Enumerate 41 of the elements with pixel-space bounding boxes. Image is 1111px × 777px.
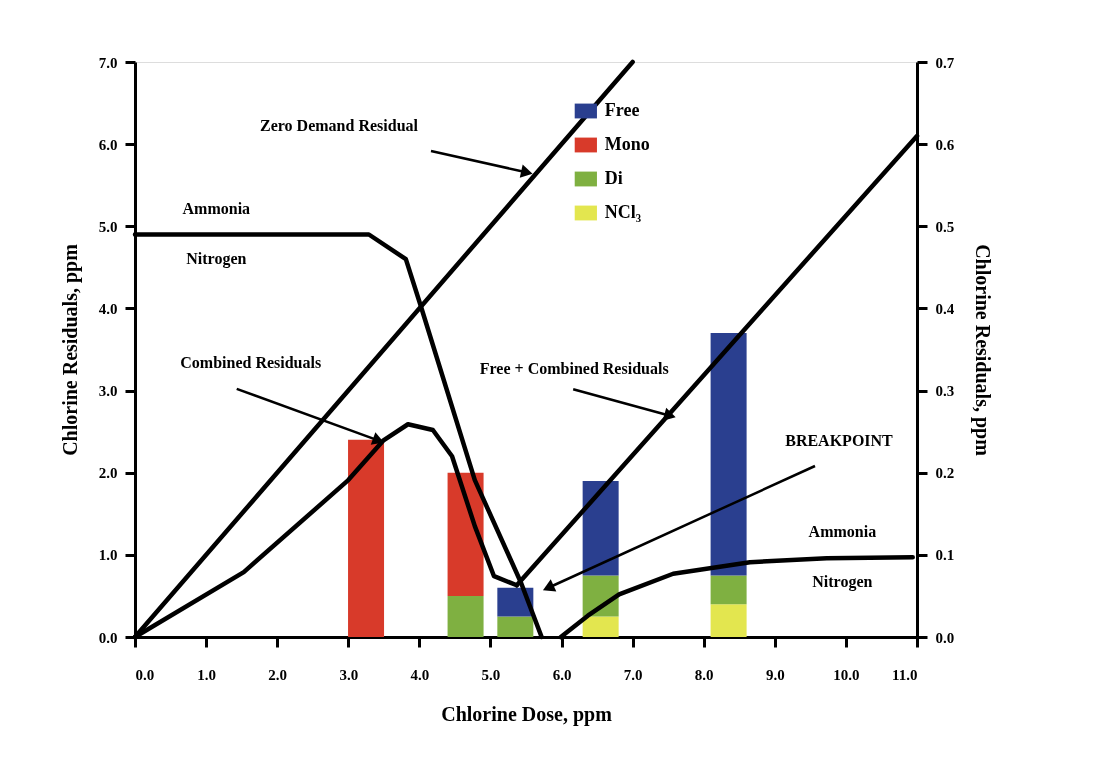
x-tick-label: 0.0 [135,666,155,683]
x-tick-label: 7.0 [623,666,643,683]
y-tick-label: 0.0 [98,629,118,646]
annotation: BREAKPOINT [785,432,894,449]
x-tick-label: 11.0 [892,666,918,683]
text: Ammonia Nitrogen [808,522,877,590]
x-axis-title: Chlorine Dose, ppm [441,702,613,726]
y2-tick-label: 0.4 [935,300,955,317]
y2-tick-label: 0.0 [935,629,955,646]
y2-axis-title: Chlorine Residuals, ppm [971,244,995,457]
y-tick-label: 4.0 [98,300,118,317]
legend-label: Mono [604,134,650,154]
x-tick-label: 8.0 [694,666,714,683]
x-tick-label: 3.0 [339,666,359,683]
annotation: Free + Combined Residuals [479,360,669,378]
y2-tick-label: 0.3 [935,383,955,400]
y-axis-title: Chlorine Residuals, ppm [58,243,82,456]
y2-tick-label: 0.1 [935,547,955,564]
y-tick-label: 3.0 [98,383,118,400]
y2-tick-label: 0.7 [935,54,955,71]
y-tick-label: 5.0 [98,218,118,235]
x-tick-label: 6.0 [552,666,572,683]
legend-label: Di [604,168,623,188]
y-tick-label: 1.0 [98,547,118,564]
x-tick-label: 9.0 [765,666,785,683]
x-tick-label: 4.0 [410,666,430,683]
x-tick-label: 5.0 [481,666,501,683]
annotation: Zero Demand Residual [260,117,419,134]
y-tick-label: 7.0 [98,54,118,71]
y2-tick-label: 0.5 [935,218,955,235]
text: Ammonia Nitrogen [182,199,251,267]
legend-label: NCl₃ [604,202,642,222]
y-tick-label: 2.0 [98,465,118,482]
x-tick-label: 10.0 [833,666,860,683]
legend-label: Free [604,100,640,120]
annotation: Combined Residuals [180,353,322,371]
x-tick-label: 2.0 [268,666,288,683]
y-tick-label: 6.0 [98,136,118,153]
y2-tick-label: 0.2 [935,465,955,482]
y2-tick-label: 0.6 [935,136,955,153]
x-tick-label: 1.0 [197,666,216,683]
